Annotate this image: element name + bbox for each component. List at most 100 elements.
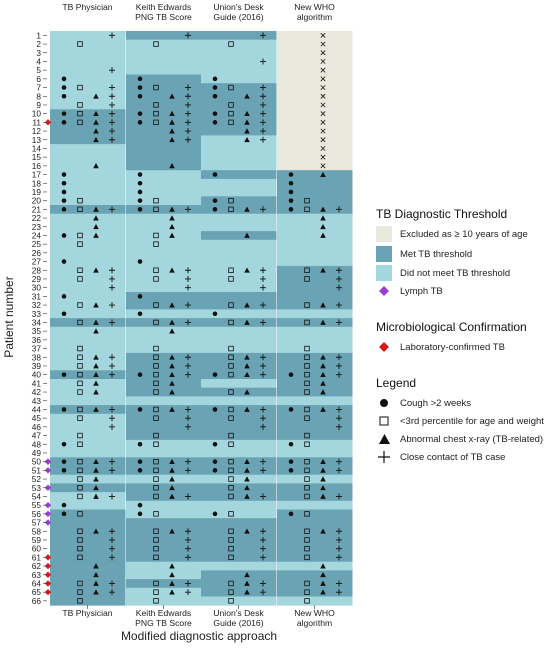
xray-marker — [93, 223, 99, 230]
weight-marker — [77, 371, 83, 378]
heatmap-cell — [201, 553, 277, 563]
weight-marker — [153, 363, 159, 369]
xray-marker — [244, 232, 250, 238]
contact-marker — [260, 371, 266, 378]
xray-marker — [244, 458, 250, 465]
legend-label-cough: Cough >2 weeks — [400, 397, 472, 409]
weight-marker — [77, 406, 83, 413]
xray-marker — [93, 93, 99, 99]
y-tick-label: 15 — [32, 152, 42, 162]
weight-marker — [77, 206, 83, 213]
contact-marker — [260, 32, 266, 39]
heatmap-cell — [50, 431, 126, 441]
heatmap-cell — [277, 239, 353, 249]
y-tick-label: 34 — [32, 317, 42, 327]
contact-marker — [260, 93, 266, 100]
heatmap-cell — [50, 161, 126, 171]
cough-marker — [137, 76, 143, 82]
lab-confirmed-marker — [44, 554, 52, 561]
cough-marker — [61, 207, 67, 212]
heatmap-cell — [277, 170, 353, 180]
xray-marker — [320, 571, 326, 578]
heatmap-cell — [50, 544, 126, 554]
symbols-legend-title: Legend — [376, 376, 417, 390]
xray-marker — [169, 328, 175, 334]
contact-marker — [109, 302, 115, 309]
heatmap-cell — [201, 396, 277, 406]
xray-marker — [244, 302, 250, 308]
weight-marker — [153, 493, 159, 500]
y-tick-label: 5 — [36, 65, 41, 75]
excluded-marker — [320, 119, 326, 125]
y-axis-label: Patient number — [2, 276, 16, 357]
weight-marker — [153, 241, 159, 247]
heatmap-cell — [50, 48, 126, 58]
contact-marker — [109, 32, 115, 39]
xray-marker — [93, 232, 99, 238]
weight-marker — [77, 232, 83, 239]
xray-marker — [93, 406, 99, 412]
excluded-marker — [320, 154, 326, 160]
cough-marker — [61, 172, 67, 177]
contact-marker — [109, 554, 115, 561]
weight-marker — [153, 511, 159, 517]
heatmap-cell — [201, 405, 277, 415]
cough-marker — [61, 76, 67, 82]
contact-marker — [336, 354, 342, 361]
cough-marker — [212, 511, 218, 517]
heatmap-cell — [201, 352, 277, 362]
heatmap-cell — [50, 318, 126, 328]
xray-marker — [320, 232, 326, 238]
xray-marker — [244, 571, 250, 578]
y-tick-label: 63 — [32, 570, 42, 580]
heatmap-cell — [50, 178, 126, 188]
weight-marker — [153, 580, 159, 587]
weight-marker — [304, 589, 310, 595]
cough-marker — [61, 233, 67, 238]
xray-marker — [244, 580, 250, 586]
contact-marker — [336, 467, 342, 474]
heatmap-cell — [126, 483, 202, 493]
heatmap-cell — [201, 492, 277, 502]
y-tick-label: 13 — [32, 135, 42, 145]
cough-marker — [61, 294, 67, 299]
weight-marker — [153, 432, 159, 439]
heatmap-cell — [126, 196, 202, 206]
heatmap-cell — [50, 387, 126, 397]
weight-marker — [228, 84, 234, 91]
contact-marker — [109, 589, 115, 596]
contact-marker — [336, 580, 342, 587]
heatmap-cell — [201, 248, 277, 258]
cough-marker — [137, 111, 143, 116]
heatmap-cell — [50, 483, 126, 493]
weight-marker — [304, 554, 310, 561]
heatmap-cell — [277, 352, 353, 362]
xray-marker — [169, 493, 175, 499]
excluded-marker — [320, 145, 326, 151]
weight-marker — [228, 197, 234, 204]
heatmap-cell — [277, 257, 353, 267]
heatmap-cell — [201, 596, 277, 606]
y-tick-label: 37 — [32, 344, 42, 354]
heatmap-cell — [50, 187, 126, 197]
cough-marker — [212, 76, 218, 82]
heatmap-cell — [201, 109, 277, 119]
y-tick-label: 32 — [32, 300, 42, 310]
legend-label-met: Met TB threshold — [400, 248, 473, 260]
open-square-icon — [376, 414, 392, 428]
heatmap-cell — [50, 457, 126, 467]
contact-marker — [109, 493, 115, 500]
cough-marker — [61, 441, 67, 447]
heatmap-cell — [201, 309, 277, 319]
weight-marker — [153, 302, 159, 308]
heatmap-cell — [50, 335, 126, 345]
y-tick-label: 23 — [32, 222, 42, 232]
weight-marker — [153, 554, 159, 561]
heatmap-cell — [277, 361, 353, 371]
heatmap-cell — [277, 205, 353, 215]
heatmap-cell — [201, 257, 277, 267]
xray-marker — [169, 406, 175, 412]
xray-marker — [320, 563, 326, 569]
contact-marker — [260, 284, 266, 291]
